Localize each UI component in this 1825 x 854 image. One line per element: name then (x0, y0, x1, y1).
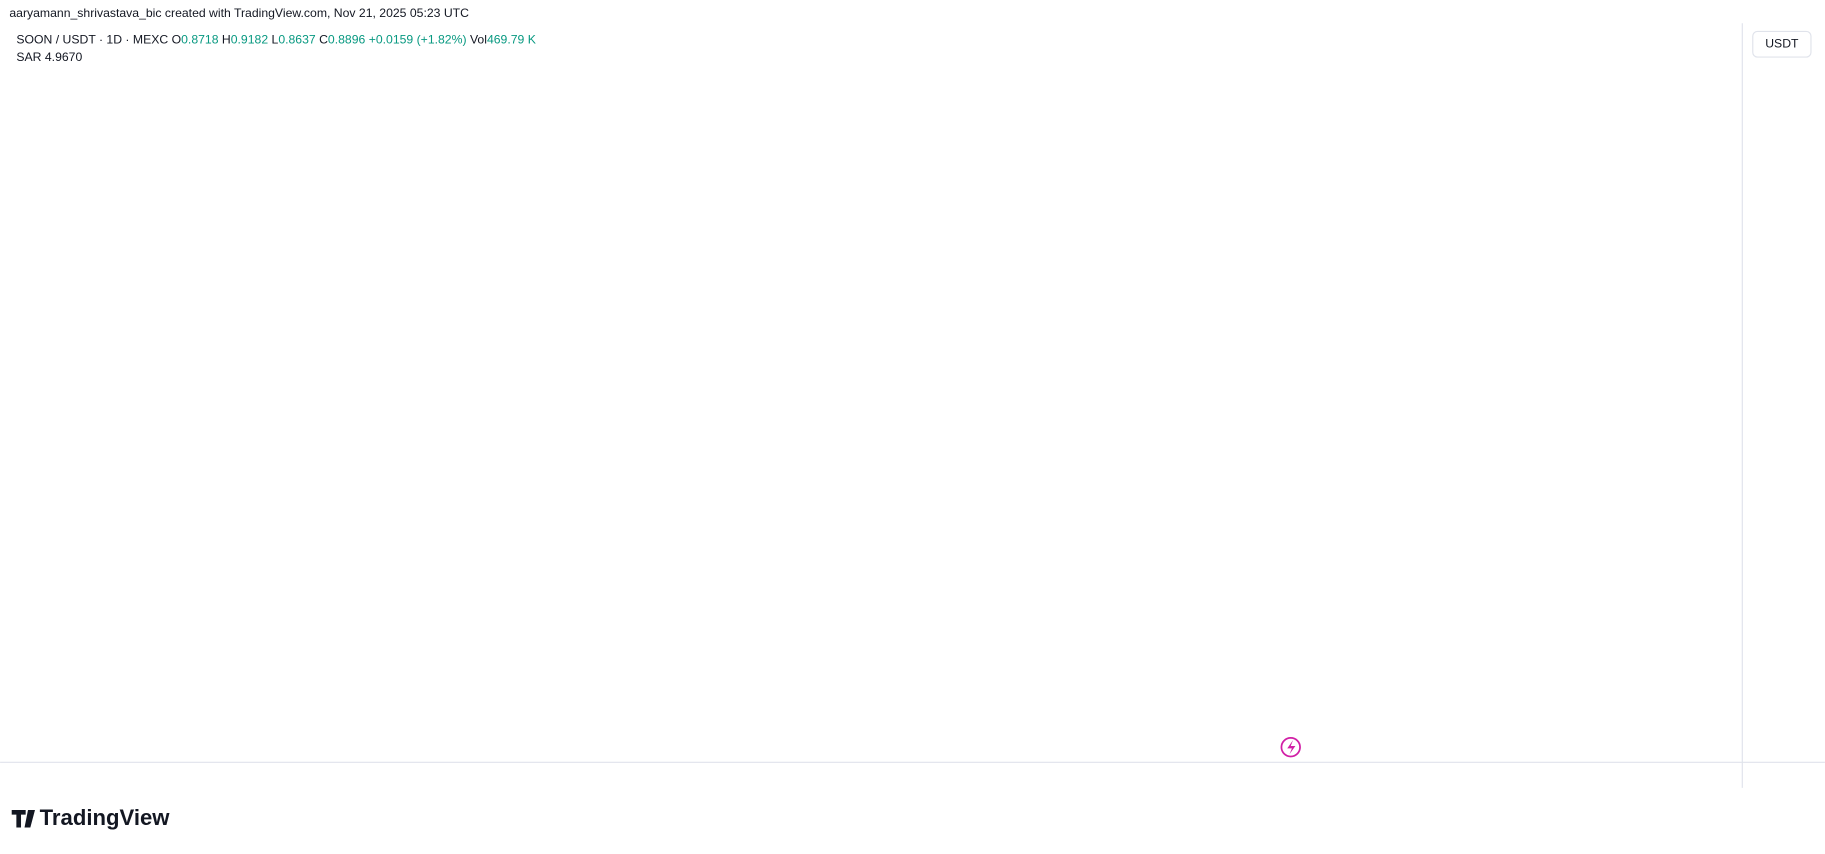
logo: TradingView (40, 805, 171, 830)
o: O (172, 33, 182, 47)
volume: 469.79 K (487, 33, 537, 47)
attribution: aaryamann_shrivastava_bic created with T… (9, 6, 469, 20)
sar-name: SAR (16, 50, 41, 64)
currency-button[interactable] (1752, 30, 1812, 58)
l: L (272, 33, 279, 47)
h: H (222, 33, 231, 47)
symbol: SOON / USDT · 1D · MEXC (16, 33, 168, 47)
logo-mark (11, 810, 35, 828)
sar-value: 4.9670 (45, 50, 83, 64)
change: +0.0159 (+1.82%) (369, 33, 467, 47)
low: 0.8637 (278, 33, 316, 47)
high: 0.9182 (231, 33, 269, 47)
sar-legend: SAR 4.9670 (16, 50, 82, 64)
c: C (319, 33, 328, 47)
alert-icon[interactable] (1280, 736, 1301, 758)
open: 0.8718 (181, 33, 219, 47)
vol: Vol (470, 33, 487, 47)
currency-label: USDT (1765, 36, 1799, 50)
alert-bolt (1287, 740, 1296, 755)
close: 0.8896 (328, 33, 366, 47)
legend: SOON / USDT · 1D · MEXC O0.8718 H0.9182 … (16, 33, 536, 47)
